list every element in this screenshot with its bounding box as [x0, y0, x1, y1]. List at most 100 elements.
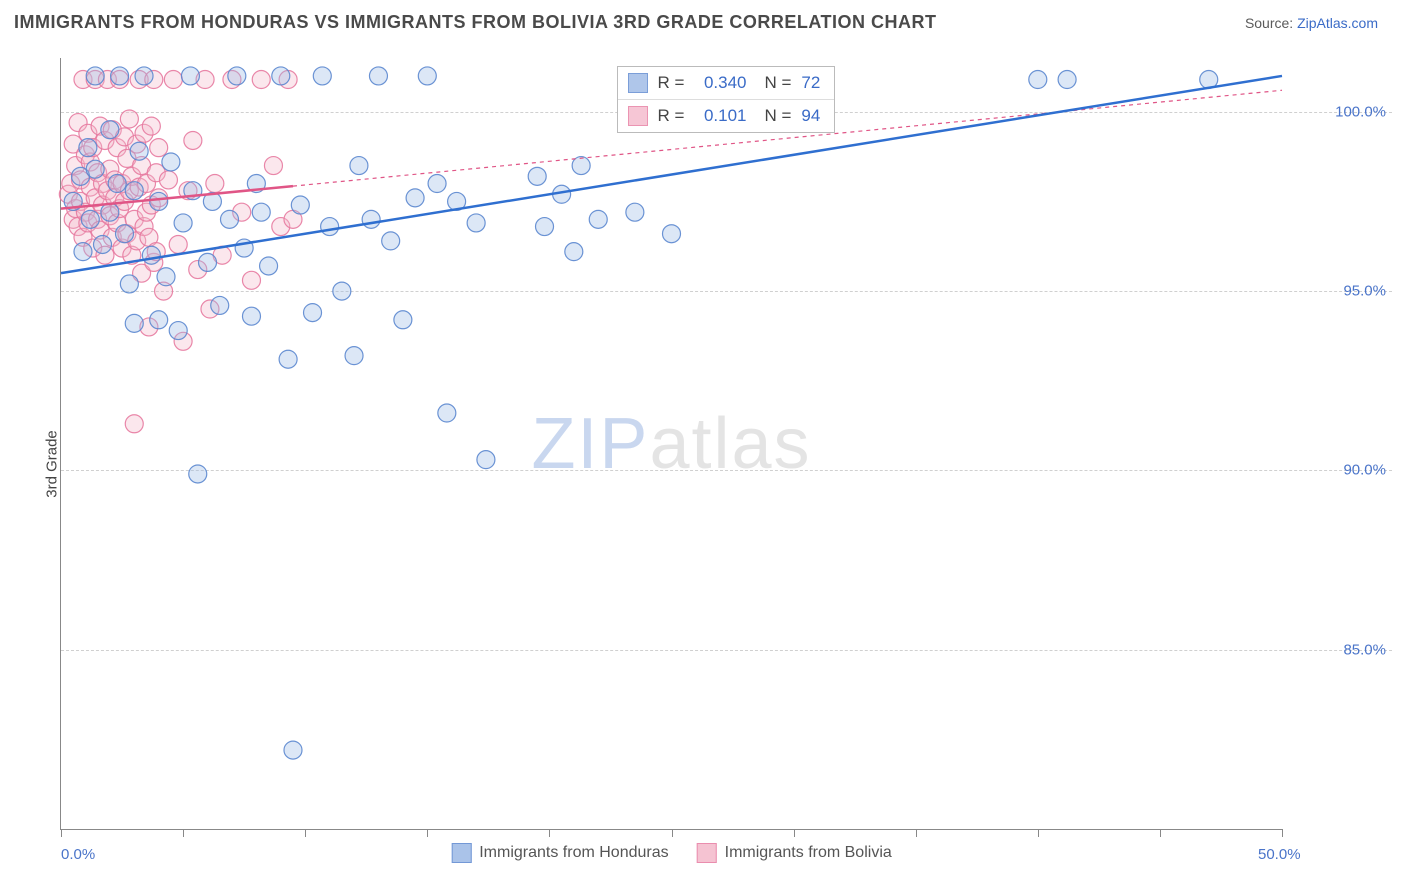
- data-point: [135, 67, 153, 85]
- chart-title: IMMIGRANTS FROM HONDURAS VS IMMIGRANTS F…: [14, 12, 936, 33]
- xtick: [1282, 829, 1283, 837]
- data-point: [120, 275, 138, 293]
- data-point: [86, 160, 104, 178]
- data-point: [467, 214, 485, 232]
- data-point: [350, 157, 368, 175]
- data-point: [284, 741, 302, 759]
- data-point: [1029, 71, 1047, 89]
- data-point: [528, 167, 546, 185]
- data-point: [94, 235, 112, 253]
- data-point: [101, 203, 119, 221]
- xtick: [672, 829, 673, 837]
- data-point: [125, 415, 143, 433]
- data-point: [79, 139, 97, 157]
- legend-swatch: [628, 106, 648, 126]
- xtick: [305, 829, 306, 837]
- data-point: [291, 196, 309, 214]
- data-point: [663, 225, 681, 243]
- data-point: [362, 210, 380, 228]
- y-axis-label: 3rd Grade: [43, 430, 60, 498]
- xtick: [183, 829, 184, 837]
- data-point: [394, 311, 412, 329]
- data-point: [382, 232, 400, 250]
- xtick: [916, 829, 917, 837]
- xtick: [1160, 829, 1161, 837]
- data-point: [345, 347, 363, 365]
- data-point: [211, 296, 229, 314]
- source-prefix: Source:: [1245, 15, 1297, 31]
- data-point: [279, 350, 297, 368]
- legend-series-item: Immigrants from Honduras: [451, 843, 668, 863]
- data-point: [477, 451, 495, 469]
- data-point: [321, 218, 339, 236]
- data-point: [220, 210, 238, 228]
- xtick-label: 50.0%: [1258, 846, 1301, 863]
- data-point: [272, 67, 290, 85]
- data-point: [111, 67, 129, 85]
- xtick-label: 0.0%: [61, 846, 95, 863]
- data-point: [142, 246, 160, 264]
- data-point: [101, 121, 119, 139]
- legend-n-label: N =: [764, 70, 791, 96]
- data-point: [536, 218, 554, 236]
- xtick: [549, 829, 550, 837]
- data-point: [150, 311, 168, 329]
- data-point: [159, 171, 177, 189]
- legend-series-label: Immigrants from Honduras: [479, 844, 668, 862]
- data-point: [74, 243, 92, 261]
- data-point: [199, 253, 217, 271]
- data-point: [86, 67, 104, 85]
- source-attribution: Source: ZipAtlas.com: [1245, 15, 1378, 31]
- data-point: [369, 67, 387, 85]
- legend-series-item: Immigrants from Bolivia: [697, 843, 892, 863]
- xtick: [61, 829, 62, 837]
- data-point: [164, 71, 182, 89]
- data-point: [189, 465, 207, 483]
- ytick-label: 85.0%: [1343, 641, 1386, 658]
- data-point: [169, 322, 187, 340]
- data-point: [1058, 71, 1076, 89]
- chart-container: 3rd Grade ZIPatlas R =0.340N =72R =0.101…: [14, 50, 1392, 878]
- data-point: [333, 282, 351, 300]
- data-point: [565, 243, 583, 261]
- data-point: [81, 210, 99, 228]
- xtick: [1038, 829, 1039, 837]
- data-point: [162, 153, 180, 171]
- data-point: [174, 214, 192, 232]
- legend-stats-row: R =0.340N =72: [618, 67, 835, 99]
- data-point: [184, 131, 202, 149]
- data-point: [242, 307, 260, 325]
- data-point: [150, 192, 168, 210]
- data-point: [313, 67, 331, 85]
- legend-n-value: 94: [801, 103, 820, 129]
- xtick: [427, 829, 428, 837]
- data-point: [228, 67, 246, 85]
- legend-swatch: [697, 843, 717, 863]
- legend-r-label: R =: [658, 103, 685, 129]
- data-point: [418, 67, 436, 85]
- data-point: [181, 67, 199, 85]
- data-point: [125, 182, 143, 200]
- data-point: [304, 304, 322, 322]
- legend-n-value: 72: [801, 70, 820, 96]
- legend-stats-row: R = 0.101 N = 94: [618, 99, 835, 132]
- data-point: [252, 71, 270, 89]
- legend-r-value: 0.340: [694, 70, 746, 96]
- data-point: [252, 203, 270, 221]
- legend-swatch: [451, 843, 471, 863]
- data-point: [120, 110, 138, 128]
- data-point: [438, 404, 456, 422]
- data-point: [130, 142, 148, 160]
- data-point: [108, 175, 126, 193]
- data-point: [260, 257, 278, 275]
- data-point: [125, 314, 143, 332]
- chart-svg-layer: [61, 58, 1282, 829]
- data-point: [428, 175, 446, 193]
- legend-n-label: N =: [764, 103, 791, 129]
- source-link[interactable]: ZipAtlas.com: [1297, 15, 1378, 31]
- data-point: [242, 271, 260, 289]
- ytick-label: 90.0%: [1343, 462, 1386, 479]
- legend-r-value: 0.101: [694, 103, 746, 129]
- xtick: [794, 829, 795, 837]
- data-point: [115, 225, 133, 243]
